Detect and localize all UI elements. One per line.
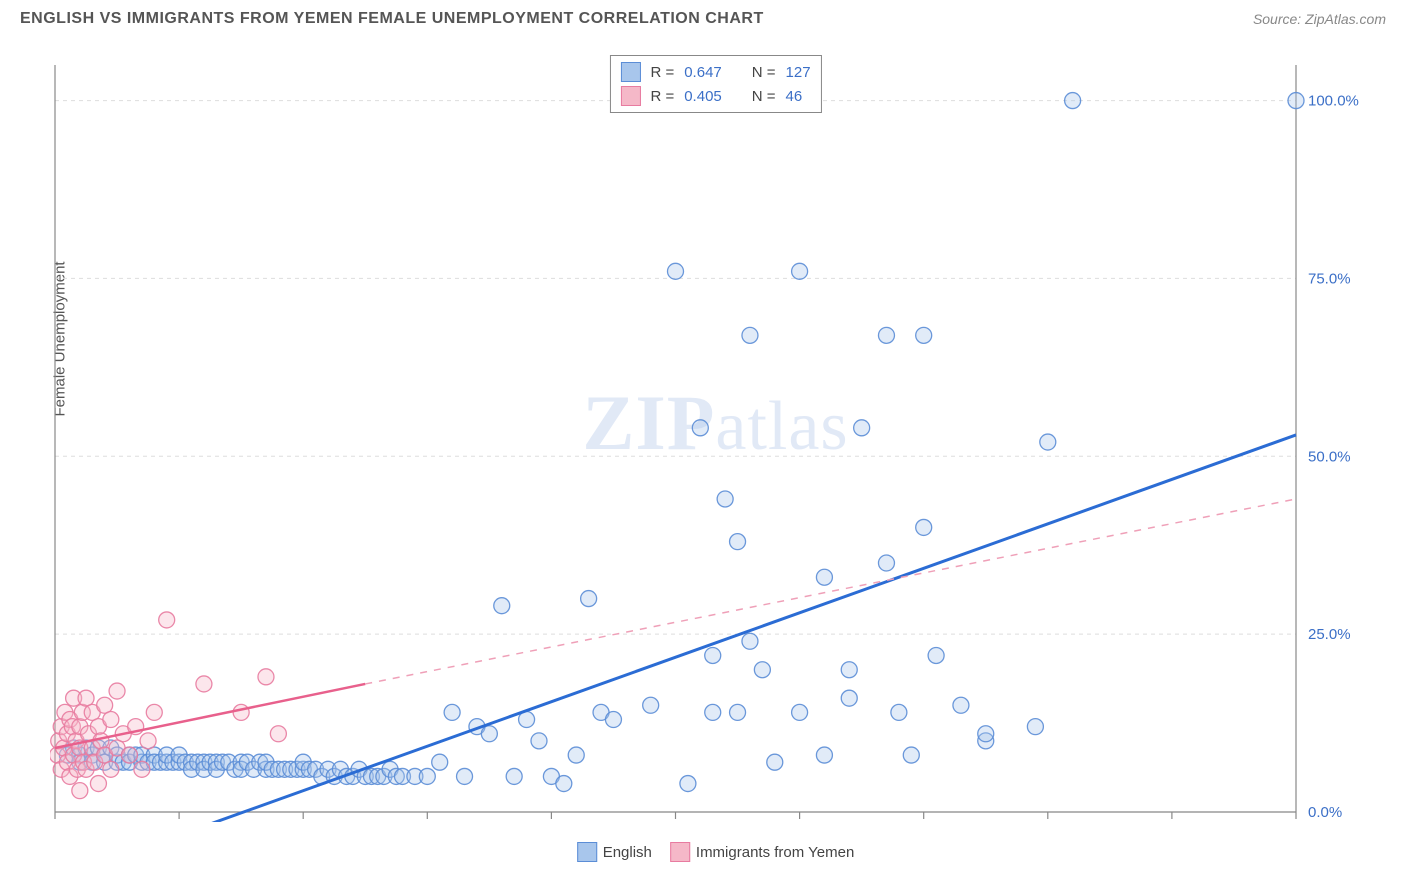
legend-stats-row: R = 0.405 N = 46 (620, 84, 810, 108)
chart-title: ENGLISH VS IMMIGRANTS FROM YEMEN FEMALE … (20, 10, 764, 28)
scatter-plot: 0.0%25.0%50.0%75.0%100.0%0.0%100.0% (50, 55, 1381, 822)
legend-series-item: Immigrants from Yemen (670, 842, 854, 862)
n-value: 46 (786, 88, 803, 105)
legend-swatch (670, 842, 690, 862)
legend-swatch (620, 86, 640, 106)
legend-stats-row: R = 0.647 N = 127 (620, 60, 810, 84)
legend-swatch (577, 842, 597, 862)
series-legend: English Immigrants from Yemen (577, 842, 855, 862)
r-label: R = (650, 88, 674, 105)
source-attribution: Source: ZipAtlas.com (1253, 11, 1386, 27)
correlation-legend: R = 0.647 N = 127 R = 0.405 N = 46 (609, 55, 821, 113)
n-label: N = (752, 64, 776, 81)
legend-series-label: Immigrants from Yemen (696, 844, 854, 861)
legend-series-label: English (603, 844, 652, 861)
svg-text:100.0%: 100.0% (1308, 93, 1359, 110)
chart-area: Female Unemployment ZIPatlas 0.0%25.0%50… (50, 55, 1381, 822)
r-label: R = (650, 64, 674, 81)
n-label: N = (752, 88, 776, 105)
svg-text:25.0%: 25.0% (1308, 626, 1351, 643)
r-value: 0.405 (684, 88, 722, 105)
legend-series-item: English (577, 842, 652, 862)
n-value: 127 (786, 64, 811, 81)
svg-text:0.0%: 0.0% (1308, 804, 1342, 821)
legend-swatch (620, 62, 640, 82)
r-value: 0.647 (684, 64, 722, 81)
svg-text:50.0%: 50.0% (1308, 448, 1351, 465)
svg-text:75.0%: 75.0% (1308, 270, 1351, 287)
